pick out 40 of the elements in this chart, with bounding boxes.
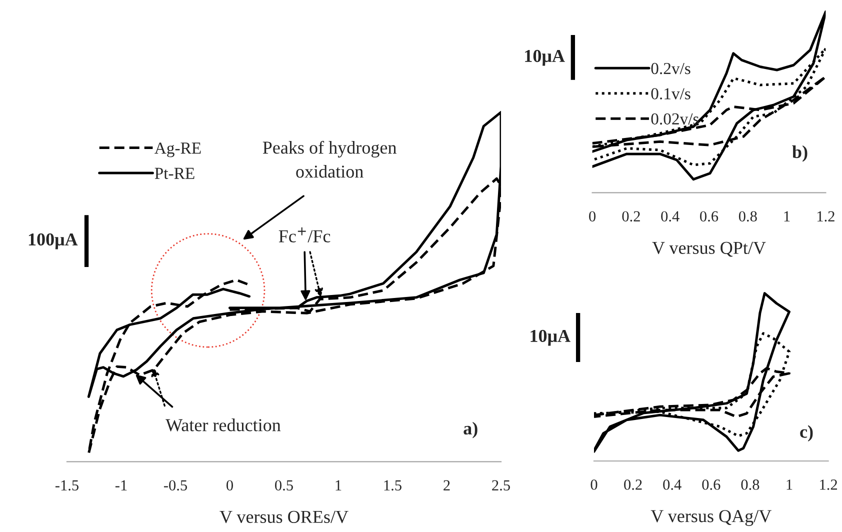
annotation: Water reduction (166, 418, 281, 432)
text: 10μA (525, 50, 565, 66)
annotation: a) (464, 422, 478, 438)
legend-label: 0.2v/s (651, 62, 690, 74)
x-tick-label: 2.5 (492, 480, 510, 491)
x-tick-label: 2 (444, 480, 450, 490)
legend-label: Pt-RE (154, 168, 194, 179)
x-tick-label: 0.8 (738, 211, 757, 222)
x-tick-label: 0.4 (661, 211, 680, 222)
annotation: 100μA (28, 233, 78, 250)
x-tick-label: 0 (589, 211, 596, 222)
x-axis-title: V versus QAg/V (650, 510, 772, 526)
x-tick-label: 0.2 (624, 479, 642, 490)
annotation: Fc$^{+}$/Fc (278, 227, 330, 242)
x-tick-label: 1.2 (817, 211, 834, 222)
x-axis-title: V versus OREs/V (220, 510, 348, 524)
x-tick-label: 0.6 (700, 211, 718, 222)
x-tick-label: 0.4 (663, 479, 682, 490)
x-tick-label: 0.8 (741, 479, 760, 490)
x-tick-label: 1 (784, 211, 790, 222)
x-tick-label: -1.5 (55, 480, 78, 491)
x-tick-label: 1 (336, 480, 342, 490)
x-tick-label: 0.5 (275, 480, 293, 491)
x-tick-label: -0.5 (164, 480, 187, 491)
x-tick-label: 0 (590, 479, 598, 490)
text: 10μA (530, 330, 570, 346)
x-tick-label: 1.5 (384, 480, 402, 491)
x-tick-label: 1.2 (820, 480, 838, 490)
annotation: Peaks of hydrogen oxidation (262, 140, 396, 178)
x-tick-label: 0.6 (702, 479, 720, 490)
x-tick-label: 1 (786, 480, 792, 490)
x-tick-label: 0.2 (622, 211, 640, 222)
annotation: b) (792, 145, 808, 162)
legend-label: Ag-RE (154, 142, 201, 158)
legend-label: 0.02v/s (651, 113, 699, 125)
x-tick-label: 0 (226, 480, 233, 491)
x-axis-title: V versus QPt/V (652, 242, 766, 257)
x-tick-label: -1 (115, 480, 127, 490)
annotation: c) (800, 425, 813, 442)
legend-label: 0.1v/s (651, 88, 690, 100)
